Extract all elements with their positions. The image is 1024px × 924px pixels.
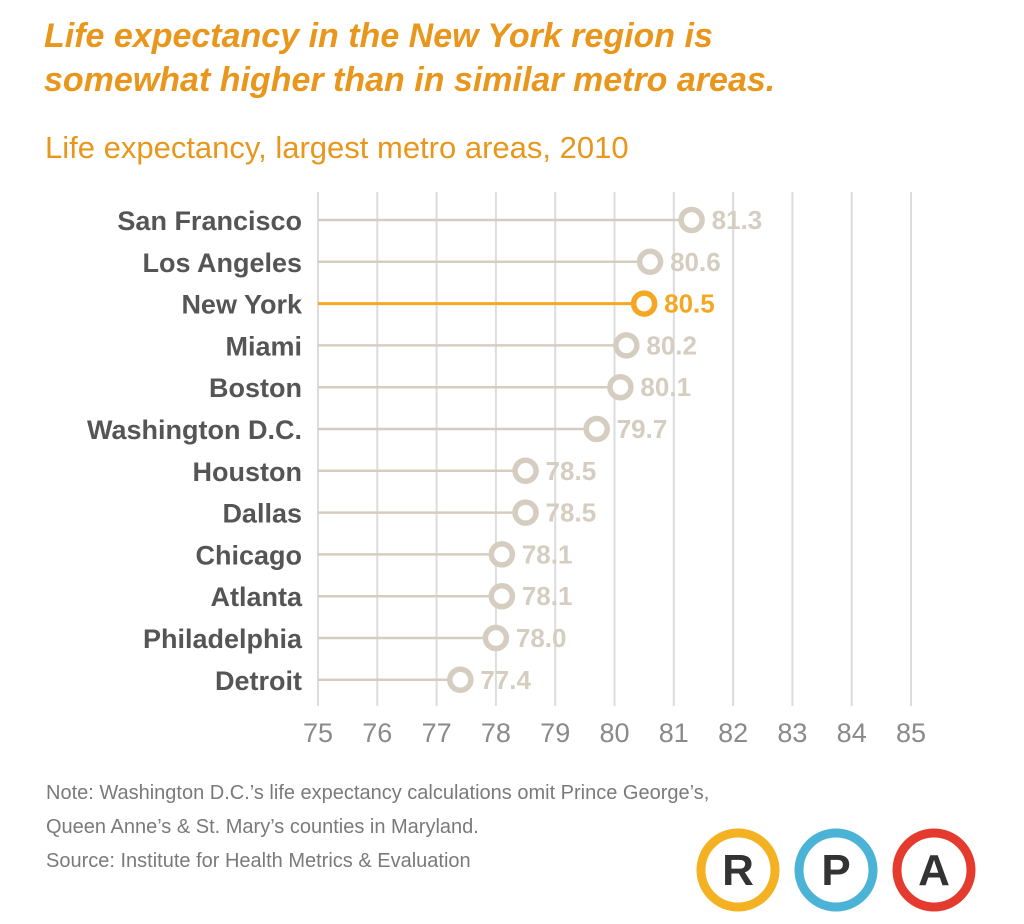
category-label: Boston <box>209 373 302 403</box>
data-point <box>512 457 539 485</box>
value-label: 80.5 <box>664 289 715 319</box>
category-label: Atlanta <box>210 582 302 612</box>
value-label: 77.4 <box>480 665 531 695</box>
logo-letter-r: R <box>722 846 754 895</box>
value-label: 78.1 <box>522 581 573 611</box>
data-point <box>488 541 516 568</box>
category-label: Los Angeles <box>142 248 302 278</box>
life-expectancy-chart: 75 76 77 78 79 80 81 82 83 84 85 San Francisco 81.3 L… <box>87 192 926 748</box>
category-label: San Francisco <box>117 206 302 236</box>
category-label: New York <box>181 290 303 320</box>
x-tick-label: 81 <box>659 718 689 748</box>
headline-line-1: Life expectancy in the New York region i… <box>44 17 713 55</box>
value-label: 78.0 <box>516 623 567 653</box>
source-line: Source: Institute for Health Metrics & E… <box>46 850 471 872</box>
logo-ring <box>696 828 780 912</box>
data-point <box>613 332 640 359</box>
data-point <box>678 206 705 234</box>
chart-subtitle: Life expectancy, largest metro areas, 20… <box>45 130 629 165</box>
category-label: Washington D.C. <box>87 415 302 445</box>
data-point <box>607 373 634 401</box>
x-tick-label: 82 <box>718 718 748 748</box>
data-point <box>630 290 658 317</box>
value-label: 78.5 <box>546 498 597 528</box>
x-tick-label: 75 <box>303 718 333 748</box>
x-tick-label: 76 <box>362 718 392 748</box>
x-tick-label: 80 <box>599 718 629 748</box>
value-label: 78.1 <box>522 539 573 569</box>
data-point <box>482 624 510 652</box>
logo-letter-p: P <box>821 846 850 895</box>
category-label: Dallas <box>222 499 302 529</box>
data-point <box>447 666 474 694</box>
headline-line-2: somewhat higher than in similar metro ar… <box>44 61 776 99</box>
category-label: Philadelphia <box>143 624 303 654</box>
data-point <box>488 582 516 610</box>
logo-ring <box>892 828 976 912</box>
note-line-1: Note: Washington D.C.’s life expectancy … <box>46 782 710 804</box>
value-label: 80.6 <box>670 247 721 277</box>
value-label: 78.5 <box>546 456 597 486</box>
logo-ring <box>794 828 878 912</box>
chart-note: Note: Washington D.C.’s life expectancy … <box>46 776 966 878</box>
logo-letter-a: A <box>918 846 950 895</box>
x-tick-label: 77 <box>422 718 452 748</box>
data-point <box>512 499 539 526</box>
data-point <box>583 415 610 443</box>
value-label: 80.2 <box>646 330 697 360</box>
headline: Life expectancy in the New York region i… <box>44 14 1004 102</box>
category-label: Houston <box>193 457 302 487</box>
category-label: Chicago <box>195 540 302 570</box>
note-line-2: Queen Anne’s & St. Mary’s counties in Ma… <box>46 816 479 838</box>
value-label: 81.3 <box>712 205 763 235</box>
value-label: 79.7 <box>617 414 668 444</box>
category-label: Detroit <box>215 666 302 696</box>
x-tick-label: 84 <box>837 718 867 748</box>
x-tick-label: 83 <box>777 718 807 748</box>
x-tick-label: 85 <box>896 718 926 748</box>
x-tick-label: 79 <box>540 718 570 748</box>
data-point <box>636 248 664 276</box>
value-label: 80.1 <box>640 372 691 402</box>
x-tick-label: 78 <box>481 718 511 748</box>
category-label: Miami <box>225 331 302 361</box>
